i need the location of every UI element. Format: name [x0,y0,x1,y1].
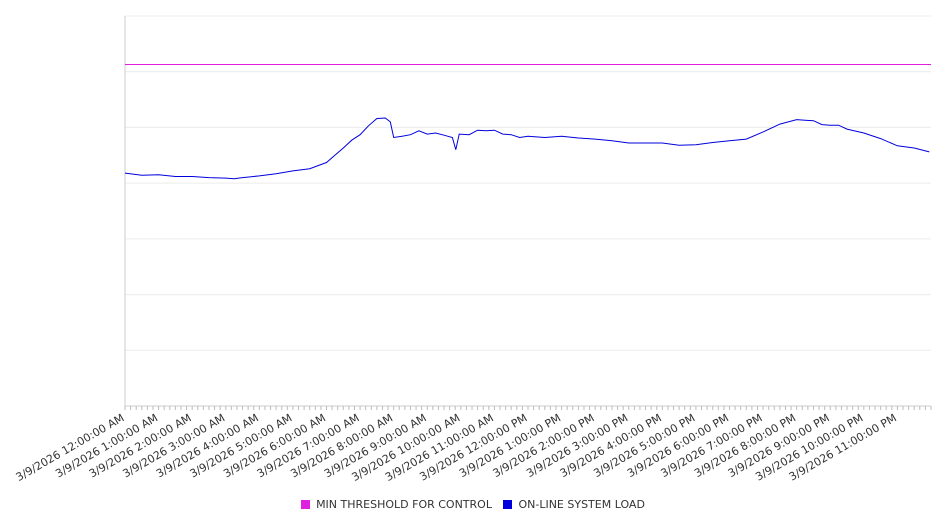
x-tick-labels: 3/9/2026 12:00:00 AM3/9/2026 1:00:00 AM3… [14,411,899,484]
legend-swatch-threshold [301,500,311,509]
legend-label-load: ON-LINE SYSTEM LOAD [518,498,645,511]
legend-swatch-load [503,500,513,509]
legend-item-threshold[interactable]: MIN THRESHOLD FOR CONTROL [301,498,492,511]
legend: MIN THRESHOLD FOR CONTROL ON-LINE SYSTEM… [0,498,946,512]
legend-label-threshold: MIN THRESHOLD FOR CONTROL [316,498,492,511]
x-axis [124,16,932,410]
series-line-load [124,117,930,180]
series-layer [124,64,931,180]
gridlines [125,15,931,351]
legend-item-load[interactable]: ON-LINE SYSTEM LOAD [503,498,645,511]
